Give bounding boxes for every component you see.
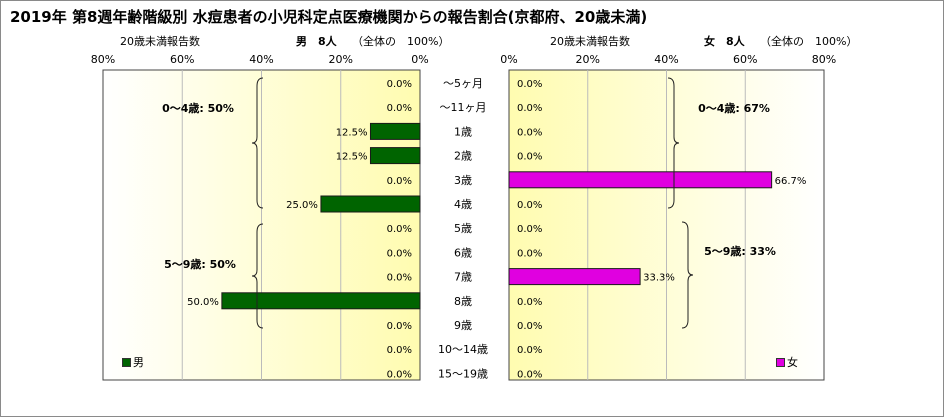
male-value-label: 50.0%: [187, 297, 219, 308]
male-value-label: 0.0%: [387, 176, 412, 187]
right-count-label: 8人: [726, 34, 746, 48]
male-value-label: 25.0%: [286, 200, 318, 211]
female-x-tick-label: 80%: [812, 53, 836, 66]
male-legend: 男: [122, 354, 144, 370]
female-value-label: 0.0%: [517, 127, 542, 138]
female-legend-swatch: [776, 357, 785, 367]
female-value-label: 0.0%: [517, 345, 542, 356]
female-group-brace: [681, 221, 694, 329]
female-bar: [508, 171, 773, 189]
male-legend-swatch: [122, 357, 131, 367]
female-x-tick-label: 0%: [500, 53, 517, 66]
male-value-label: 0.0%: [387, 321, 412, 332]
female-value-label: 33.3%: [643, 273, 675, 284]
female-value-label: 0.0%: [517, 152, 542, 163]
male-x-tick-label: 60%: [170, 53, 194, 66]
age-category-label: 4歳: [454, 198, 472, 211]
age-category-label: 9歳: [454, 319, 472, 332]
left-total-label: （全体の 100%）: [352, 34, 449, 48]
male-value-label: 0.0%: [387, 248, 412, 259]
age-category-label: 15～19歳: [438, 367, 488, 380]
female-value-label: 0.0%: [517, 369, 542, 380]
male-x-tick-label: 20%: [329, 53, 353, 66]
age-category-label: 8歳: [454, 295, 472, 308]
right-total-label: （全体の 100%）: [760, 34, 857, 48]
male-group-brace: [251, 223, 264, 329]
female-value-label: 0.0%: [517, 321, 542, 332]
male-group-label: 0～4歳: 50%: [162, 101, 234, 115]
age-category-label: 2歳: [454, 150, 472, 163]
male-value-label: 0.0%: [387, 369, 412, 380]
age-category-label: ～5ヶ月: [443, 77, 483, 90]
age-category-label: 10～14歳: [438, 343, 488, 356]
age-category-label: 6歳: [454, 246, 472, 259]
male-group-brace: [251, 77, 264, 209]
chart-title: 2019年 第8週年齢階級別 水痘患者の小児科定点医療機関からの報告割合(京都府…: [10, 8, 648, 26]
age-category-labels: ～5ヶ月 ～11ヶ月 1歳 2歳 3歳 4歳 5歳 6歳 7歳 8歳 9歳 10～14歳 15～19歳: [438, 77, 488, 380]
right-sex-label: 女: [704, 34, 715, 48]
male-value-label: 0.0%: [387, 345, 412, 356]
female-value-label: 0.0%: [517, 200, 542, 211]
age-category-label: 7歳: [454, 271, 472, 284]
age-category-label: 5歳: [454, 222, 472, 235]
male-value-label: 12.5%: [336, 152, 368, 163]
female-legend: 女: [776, 354, 798, 370]
right-axis-title: 20歳未満報告数: [550, 35, 630, 48]
age-category-label: ～11ヶ月: [440, 101, 487, 114]
male-bar: [320, 195, 421, 213]
female-value-label: 0.0%: [517, 79, 542, 90]
male-bar: [369, 147, 421, 165]
female-value-label: 0.0%: [517, 248, 542, 259]
male-value-label: 12.5%: [336, 127, 368, 138]
female-panel: 0% 20% 40% 60% 80% 0.0% 0.0% 0.0% 0.0% 66.7% 0.0% 0…: [500, 53, 836, 381]
female-legend-label: 女: [787, 356, 798, 369]
age-category-label: 3歳: [454, 174, 472, 187]
female-value-label: 0.0%: [517, 224, 542, 235]
female-value-label: 0.0%: [517, 297, 542, 308]
left-axis-title: 20歳未満報告数: [120, 35, 200, 48]
female-x-tick-label: 60%: [733, 53, 757, 66]
left-sex-label: 男: [296, 35, 307, 48]
female-value-label: 0.0%: [517, 103, 542, 114]
female-bar: [508, 268, 641, 286]
male-value-label: 0.0%: [387, 224, 412, 235]
female-group-label: 0～4歳: 67%: [698, 101, 770, 115]
male-panel: 80% 60% 40% 20% 0% 0.0% 0.0% 12.5% 12.5% 0.0% 25.0…: [91, 53, 429, 381]
male-x-tick-label: 40%: [249, 53, 273, 66]
male-x-tick-label: 80%: [91, 53, 115, 66]
left-count-label: 8人: [318, 34, 338, 48]
female-group-label: 5～9歳: 33%: [704, 244, 776, 258]
age-category-label: 1歳: [454, 125, 472, 138]
male-value-label: 0.0%: [387, 79, 412, 90]
female-x-tick-label: 20%: [576, 53, 600, 66]
male-group-label: 5～9歳: 50%: [164, 257, 236, 271]
female-group-brace: [667, 77, 680, 209]
male-value-label: 0.0%: [387, 273, 412, 284]
male-legend-label: 男: [133, 356, 144, 369]
male-bar: [369, 122, 421, 140]
male-value-label: 0.0%: [387, 103, 412, 114]
male-bar: [221, 292, 421, 310]
female-x-tick-label: 40%: [654, 53, 678, 66]
male-x-tick-label: 0%: [411, 53, 428, 66]
female-value-label: 66.7%: [775, 176, 807, 187]
